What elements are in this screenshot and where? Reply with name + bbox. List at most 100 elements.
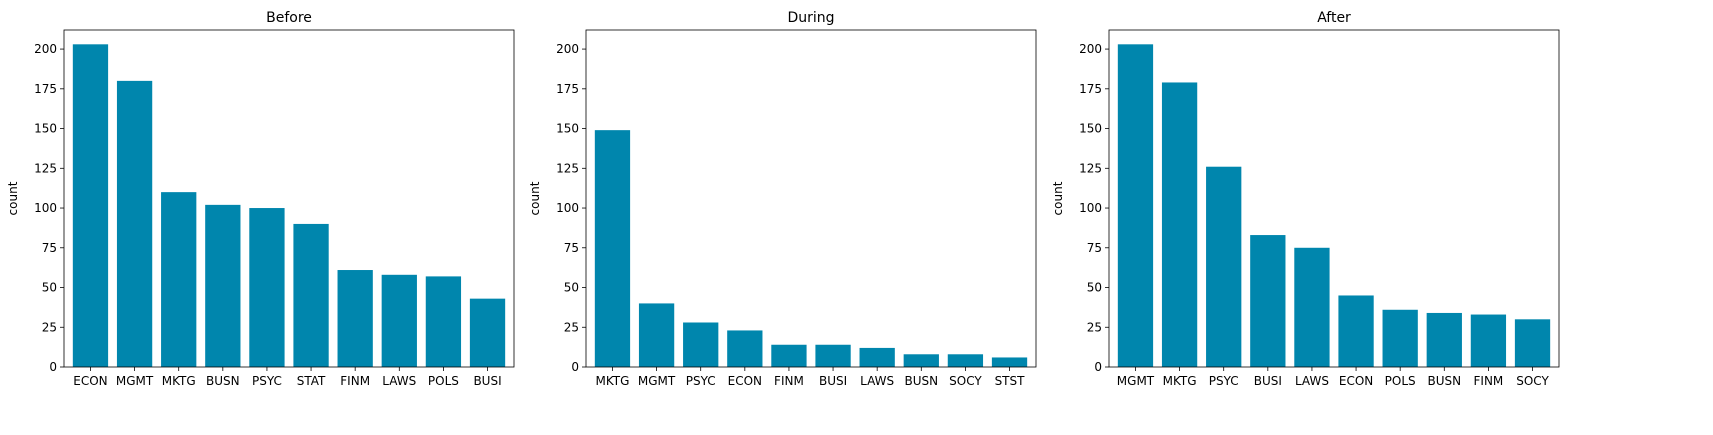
y-tick-label: 25 <box>1087 320 1102 334</box>
x-tick-label: MKTG <box>596 374 630 388</box>
bar-socy <box>947 354 984 367</box>
bar-econ <box>72 44 109 368</box>
x-tick-label: FINM <box>1474 374 1504 388</box>
y-tick-label: 0 <box>1094 360 1102 374</box>
bar-econ <box>1338 295 1374 367</box>
y-tick-label: 75 <box>42 241 57 255</box>
x-tick-label: BUSN <box>1427 374 1461 388</box>
bar-psyc <box>1206 166 1242 367</box>
chart-title: During <box>787 10 834 26</box>
bar-laws <box>1294 247 1330 367</box>
y-tick-label: 200 <box>34 42 57 56</box>
bar-socy <box>1514 319 1551 367</box>
y-tick-label: 175 <box>34 82 57 96</box>
y-tick-label: 175 <box>1079 82 1102 96</box>
x-tick-label: POLS <box>1385 374 1416 388</box>
y-tick-label: 150 <box>556 122 579 136</box>
x-tick-label: LAWS <box>860 374 894 388</box>
bar-mgmt <box>116 80 153 368</box>
y-tick-label: 50 <box>1087 281 1102 295</box>
x-tick-label: ECON <box>728 374 762 388</box>
chart-title: After <box>1317 10 1351 26</box>
x-tick-label: ECON <box>1339 374 1373 388</box>
y-axis-label: count <box>528 181 542 215</box>
x-tick-label: BUSN <box>904 374 938 388</box>
bar-busn <box>903 354 939 367</box>
x-tick-label: SOCY <box>1516 374 1549 388</box>
y-axis-label: count <box>6 181 20 215</box>
x-tick-label: STAT <box>297 374 326 388</box>
x-tick-label: MGMT <box>638 374 676 388</box>
bar-psyc <box>249 208 285 367</box>
x-tick-label: SOCY <box>949 374 982 388</box>
y-tick-label: 100 <box>1079 201 1102 215</box>
y-tick-label: 75 <box>1087 241 1102 255</box>
y-tick-label: 50 <box>42 281 57 295</box>
x-tick-label: PSYC <box>252 374 282 388</box>
x-tick-label: ECON <box>73 374 107 388</box>
y-tick-label: 100 <box>556 201 579 215</box>
y-tick-label: 25 <box>42 320 57 334</box>
y-tick-label: 100 <box>34 201 57 215</box>
bar-busn <box>1426 312 1462 367</box>
x-tick-label: BUSI <box>1254 374 1282 388</box>
bar-mgmt <box>638 303 675 367</box>
chart-panel-after: MGMT MKTG PSYC BUSI LAWS ECON POLS BUSN FINM SOCY… <box>1051 10 1560 388</box>
bar-finm <box>771 344 807 367</box>
y-tick-label: 75 <box>564 241 579 255</box>
x-tick-label: MKTG <box>1163 374 1197 388</box>
plot-frame <box>63 29 515 368</box>
x-tick-label: FINM <box>774 374 804 388</box>
bar-mktg <box>1161 82 1198 368</box>
bar-busi <box>815 344 851 367</box>
plot-frame <box>1108 29 1560 368</box>
chart-panel-during: MKTG MGMT PSYC ECON FINM BUSI LAWS BUSN SOCY STST… <box>528 10 1037 388</box>
y-tick-label: 150 <box>34 122 57 136</box>
bar-psyc <box>683 322 719 367</box>
chart-panel-before: ECON MGMT MKTG BUSN PSYC STAT FINM LAWS POLS BUSI… <box>6 10 515 388</box>
plot-frame <box>585 29 1037 368</box>
y-tick-label: 125 <box>34 161 57 175</box>
y-tick-label: 125 <box>1079 161 1102 175</box>
x-tick-label: BUSI <box>819 374 847 388</box>
y-tick-label: 175 <box>556 82 579 96</box>
x-tick-label: PSYC <box>686 374 716 388</box>
y-tick-label: 50 <box>564 281 579 295</box>
y-tick-label: 125 <box>556 161 579 175</box>
bar-pols <box>1382 309 1418 367</box>
chart-title: Before <box>266 10 312 26</box>
bar-econ <box>727 330 763 367</box>
x-tick-label: MGMT <box>1117 374 1155 388</box>
bar-laws <box>381 274 417 367</box>
x-tick-label: BUSN <box>206 374 240 388</box>
x-tick-label: MGMT <box>116 374 154 388</box>
y-tick-label: 150 <box>1079 122 1102 136</box>
x-tick-label: POLS <box>428 374 459 388</box>
bar-mktg <box>594 130 631 367</box>
bar-mktg <box>161 192 197 367</box>
bar-busi <box>469 298 506 367</box>
y-tick-label: 200 <box>556 42 579 56</box>
x-tick-label: MKTG <box>162 374 196 388</box>
bar-mgmt <box>1117 44 1154 368</box>
bar-finm <box>337 270 373 367</box>
bar-busn <box>205 204 241 367</box>
x-tick-label: BUSI <box>473 374 501 388</box>
y-tick-label: 0 <box>49 360 57 374</box>
y-axis-label: count <box>1051 181 1065 215</box>
y-tick-label: 25 <box>564 320 579 334</box>
x-tick-label: LAWS <box>1295 374 1329 388</box>
x-tick-label: LAWS <box>382 374 416 388</box>
bar-laws <box>859 347 895 367</box>
x-tick-label: STST <box>995 374 1026 388</box>
bar-stst <box>991 357 1028 367</box>
y-tick-label: 0 <box>571 360 579 374</box>
bar-pols <box>425 276 462 367</box>
x-tick-label: FINM <box>340 374 370 388</box>
y-tick-label: 200 <box>1079 42 1102 56</box>
bar-busi <box>1250 235 1286 367</box>
bar-stat <box>293 223 329 367</box>
x-tick-label: PSYC <box>1209 374 1239 388</box>
